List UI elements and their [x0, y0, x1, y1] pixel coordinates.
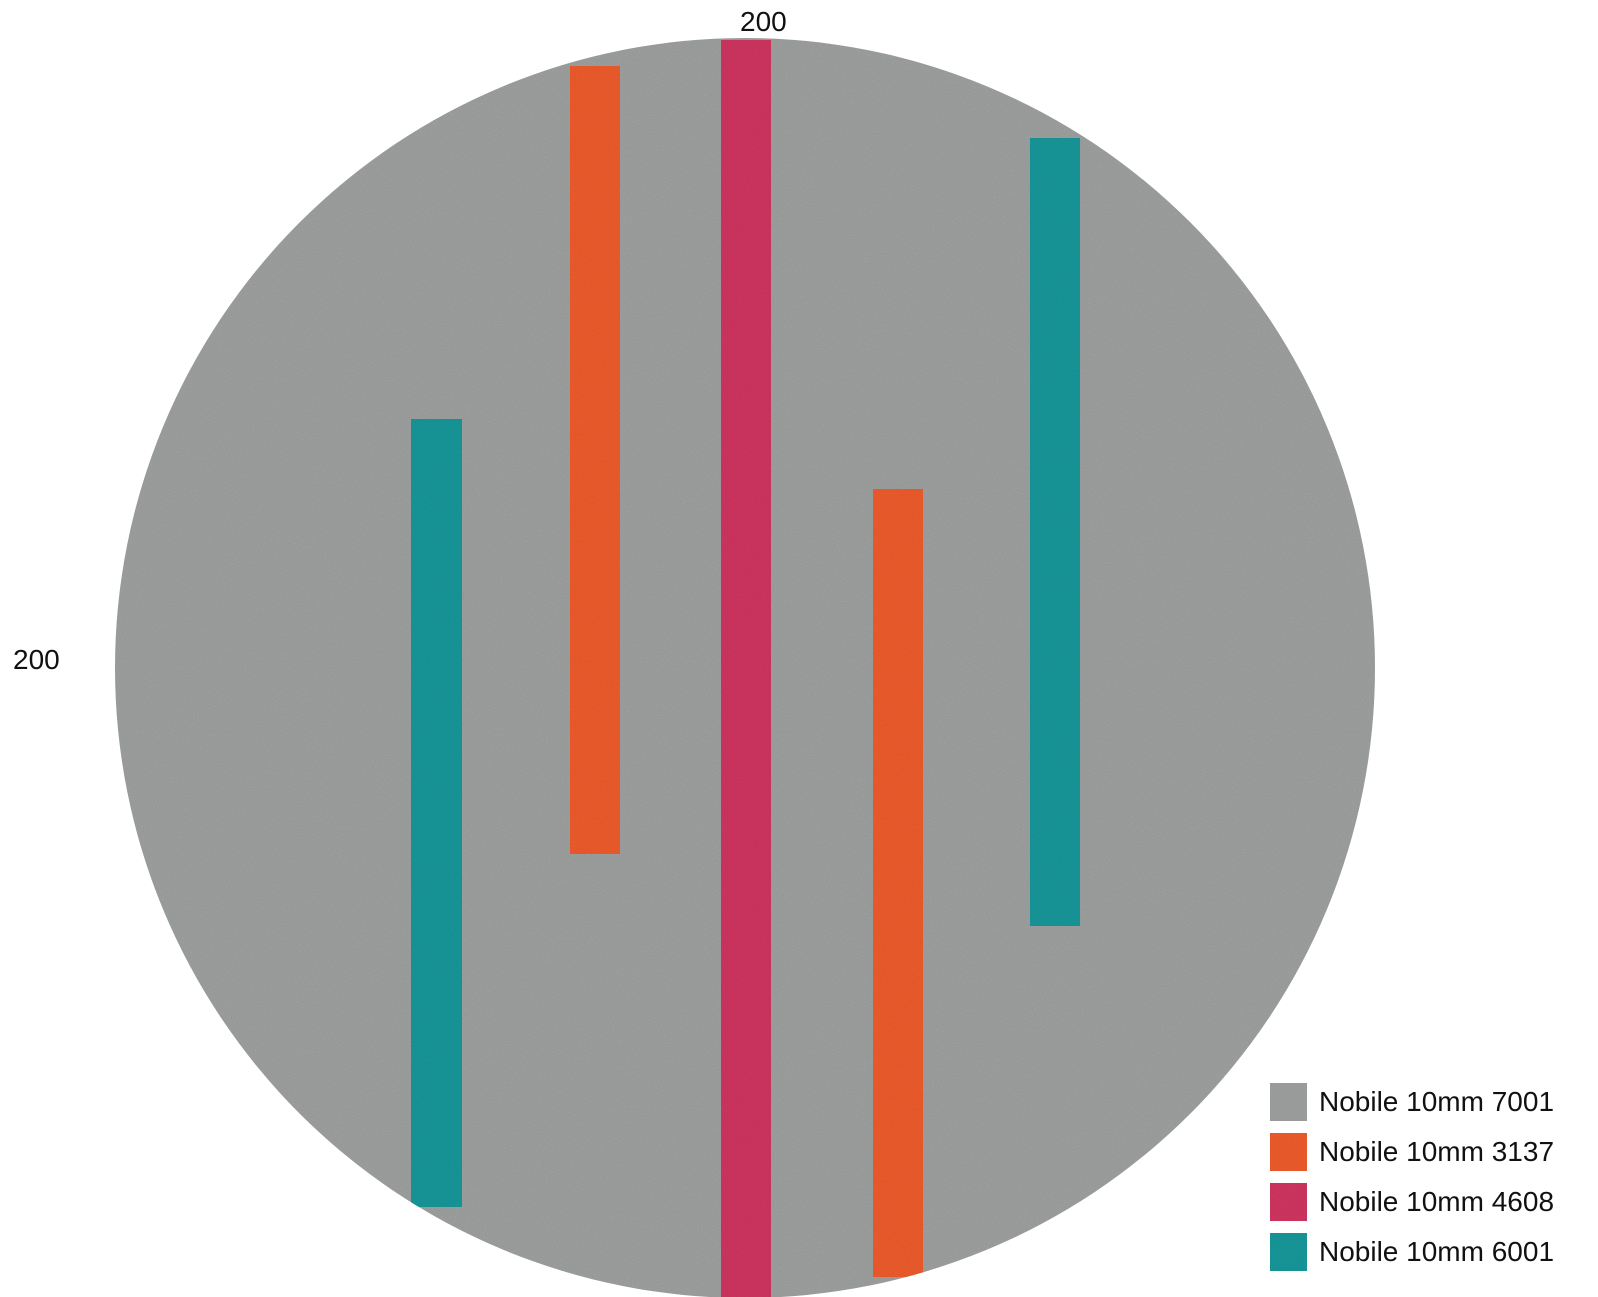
- orange-stripe-right: [873, 489, 923, 1277]
- legend-label: Nobile 10mm 6001: [1319, 1236, 1555, 1267]
- legend-label: Nobile 10mm 4608: [1319, 1186, 1555, 1217]
- legend-swatch: [1270, 1183, 1307, 1221]
- legend-swatch: [1270, 1083, 1307, 1121]
- legend-item: Nobile 10mm 7001: [1270, 1083, 1554, 1121]
- teal-stripe-left: [411, 419, 462, 1207]
- orange-stripe-left: [570, 66, 620, 854]
- height-dimension-label: 200: [13, 644, 60, 675]
- crimson-stripe-center: [721, 40, 771, 1297]
- teal-stripe-right: [1030, 138, 1080, 926]
- legend-swatch: [1270, 1133, 1307, 1171]
- legend-label: Nobile 10mm 3137: [1319, 1136, 1555, 1167]
- material-legend: Nobile 10mm 7001 Nobile 10mm 3137 Nobile…: [1270, 1083, 1554, 1271]
- legend-item: Nobile 10mm 6001: [1270, 1233, 1554, 1271]
- legend-item: Nobile 10mm 4608: [1270, 1183, 1554, 1221]
- legend-label: Nobile 10mm 7001: [1319, 1086, 1555, 1117]
- width-dimension-label: 200: [740, 6, 787, 37]
- legend-item: Nobile 10mm 3137: [1270, 1133, 1554, 1171]
- legend-swatch: [1270, 1233, 1307, 1271]
